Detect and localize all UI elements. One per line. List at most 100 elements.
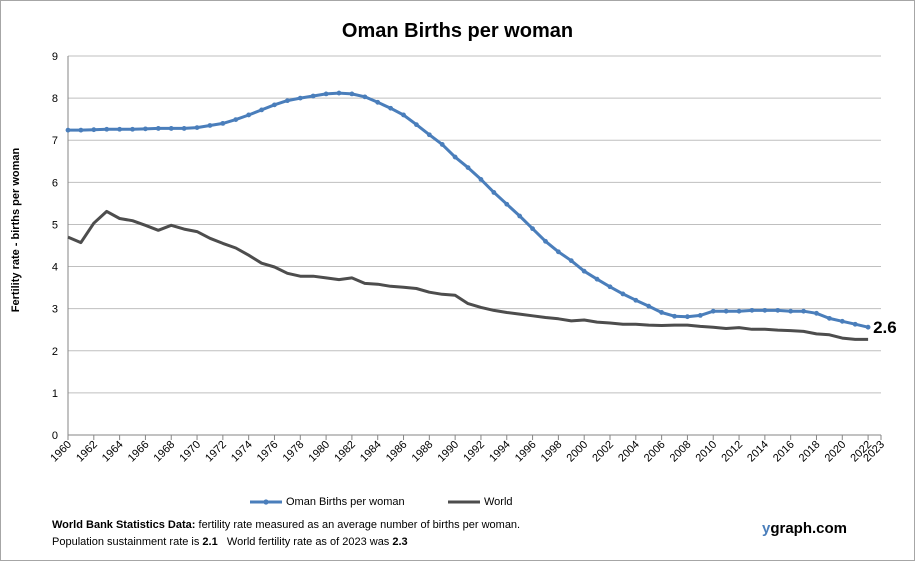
x-tick-label: 1984 [358,439,384,465]
data-point-oman [568,258,574,264]
data-point-oman [775,307,781,313]
brand-logo-text: graph.com [770,520,848,537]
y-tick-label: 7 [52,135,58,147]
x-tick-label: 1966 [126,439,152,465]
footnote-line-2: Population sustainment rate is 2.1 World… [52,534,520,551]
data-point-oman [517,213,523,219]
data-point-oman [284,98,290,104]
data-point-oman [439,142,445,147]
legend-item-world: World [448,496,513,508]
x-tick-label: 2018 [797,439,823,465]
data-point-oman [452,154,458,160]
data-point-oman [194,125,200,130]
data-point-oman [839,318,845,324]
x-tick-label: 2020 [823,439,849,465]
y-tick-label: 3 [52,304,58,316]
footnote-world-text: World fertility rate as of 2023 was [217,536,393,548]
x-tick-label: 1974 [229,439,255,465]
data-point-oman [91,127,97,133]
footnote-sustain-text: Population sustainment rate is [52,536,203,548]
x-tick-label: 1970 [177,439,203,465]
x-tick-label: 1978 [281,439,307,465]
x-tick-label: 1992 [461,439,487,465]
data-point-oman [633,297,639,303]
data-point-oman [233,117,239,122]
footnote: World Bank Statistics Data: fertility ra… [52,517,520,551]
footnote-line-1: World Bank Statistics Data: fertility ra… [52,517,520,534]
y-tick-label: 4 [52,262,58,274]
x-tick-label: 2000 [565,439,591,465]
data-point-oman [697,313,703,318]
x-tick-label: 1998 [539,439,565,465]
data-point-oman [130,126,135,132]
data-point-oman [117,126,123,132]
data-point-oman [388,105,394,111]
y-tick-label: 2 [52,346,58,358]
data-point-oman [801,308,806,314]
y-tick-label: 8 [52,93,58,105]
data-point-oman [581,268,587,274]
x-tick-label: 1982 [332,439,358,465]
data-point-oman [504,201,510,207]
data-point-oman [491,190,497,195]
x-tick-label: 1968 [152,439,178,465]
data-point-oman [143,126,148,132]
data-point-oman [259,107,264,113]
x-tick-label: 1994 [487,439,513,465]
end-value-label: 2.6 [873,318,897,337]
brand-logo: ygraph.com [762,520,847,537]
x-tick-label: 2014 [745,439,771,465]
x-tick-label: 1990 [435,439,461,465]
data-point-oman [246,112,252,118]
x-tick-label: 1976 [255,439,281,465]
data-point-oman [594,276,600,282]
data-point-oman [852,321,858,327]
brand-logo-y: y [762,520,771,537]
data-point-oman [168,126,174,131]
data-point-oman [323,91,329,97]
legend-item-oman: Oman Births per woman [250,496,405,508]
legend-oman-swatch [250,499,282,505]
data-point-oman [297,95,303,101]
x-tick-label: 2008 [668,439,694,465]
data-point-oman [401,112,406,118]
data-point-oman [826,315,832,321]
y-tick-label: 0 [52,430,58,442]
data-point-oman [207,123,213,128]
data-point-oman [375,99,381,105]
x-tick-label: 2016 [771,439,797,465]
x-tick-label: 1960 [48,439,74,465]
x-tick-label: 2006 [642,439,668,465]
footnote-source-text: fertility rate measured as an average nu… [195,519,521,531]
legend-oman-label: Oman Births per woman [286,496,405,508]
data-point-oman [646,303,652,309]
data-point-oman [181,126,187,131]
x-tick-label: 1964 [100,439,126,465]
data-point-oman [685,314,690,320]
x-tick-label: 1980 [306,439,332,465]
data-point-oman [362,94,368,100]
data-point-oman [659,310,665,315]
data-point-oman [788,308,794,314]
x-tick-label: 2010 [694,439,720,465]
x-tick-label: 2002 [590,439,616,465]
data-point-oman [478,176,484,182]
footnote-sustain-value: 2.1 [202,536,218,548]
y-tick-label: 5 [52,219,58,231]
data-point-oman [555,249,561,255]
data-point-oman [543,238,548,244]
data-point-oman [65,127,71,133]
x-tick-label: 1972 [203,439,229,465]
data-point-oman [607,284,613,290]
data-point-oman [530,226,535,232]
y-tick-label: 9 [52,51,58,63]
data-point-oman [620,291,626,297]
data-point-oman [349,91,355,97]
series-line-world [67,209,869,341]
chart-title: Oman Births per woman [341,20,574,42]
data-point-oman [865,324,871,330]
legend-world-swatch [448,500,480,504]
legend-world-label: World [484,496,513,508]
series-line-oman [68,91,869,329]
